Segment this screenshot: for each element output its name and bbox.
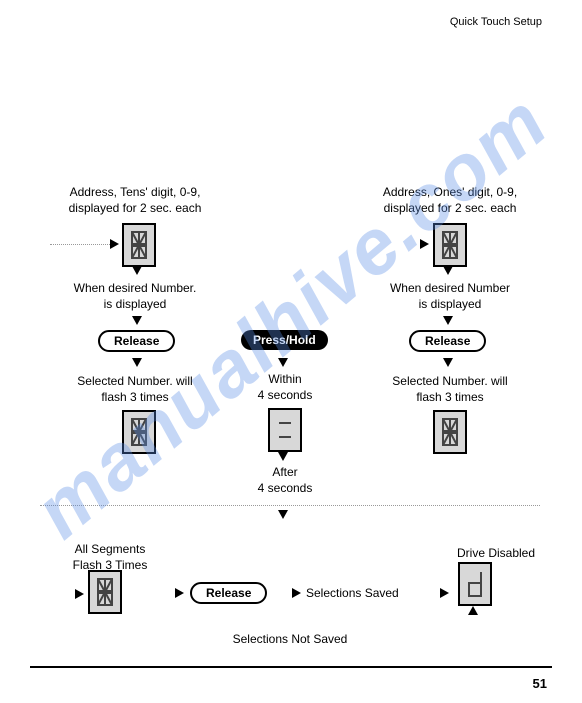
seven-seg-display — [433, 410, 467, 454]
page-number: 51 — [533, 676, 547, 691]
seven-seg-display — [122, 223, 156, 267]
arrow-icon — [443, 266, 453, 275]
right-caption-2: When desired Numberis displayed — [365, 281, 535, 312]
arrow-icon — [132, 358, 142, 367]
right-caption-3: Selected Number. willflash 3 times — [365, 374, 535, 405]
page-header: Quick Touch Setup — [450, 16, 542, 28]
selections-saved: Selections Saved — [306, 586, 426, 602]
arrow-icon — [420, 239, 429, 249]
left-caption-1: Address, Tens' digit, 0-9,displayed for … — [55, 185, 215, 216]
arrow-icon — [75, 589, 84, 599]
dotted-line — [50, 244, 110, 245]
release-button: Release — [98, 330, 175, 352]
drive-disabled-label: Drive Disabled — [446, 546, 546, 562]
footer-rule — [30, 666, 552, 668]
left-caption-3: Selected Number. willflash 3 times — [55, 374, 215, 405]
arrow-icon — [110, 239, 119, 249]
arrow-icon — [440, 588, 449, 598]
release-button: Release — [190, 582, 267, 604]
arrow-icon — [132, 316, 142, 325]
release-button: Release — [409, 330, 486, 352]
center-after: After4 seconds — [240, 465, 330, 496]
arrow-icon — [292, 588, 301, 598]
all-segments-label: All SegmentsFlash 3 Times — [60, 542, 160, 573]
arrow-icon — [443, 358, 453, 367]
arrow-icon — [443, 316, 453, 325]
selections-not-saved: Selections Not Saved — [200, 632, 380, 648]
seven-seg-display — [88, 570, 122, 614]
seven-seg-display — [122, 410, 156, 454]
center-within: Within4 seconds — [240, 372, 330, 403]
dotted-line — [40, 505, 540, 506]
arrow-icon — [175, 588, 184, 598]
seven-seg-display — [433, 223, 467, 267]
arrow-icon — [468, 606, 478, 615]
arrow-icon — [278, 452, 288, 461]
right-caption-1: Address, Ones' digit, 0-9,displayed for … — [365, 185, 535, 216]
seven-seg-display — [268, 408, 302, 452]
press-hold-button: Press/Hold — [241, 330, 328, 350]
arrow-icon — [132, 266, 142, 275]
left-caption-2: When desired Number.is displayed — [55, 281, 215, 312]
seven-seg-display — [458, 562, 492, 606]
arrow-icon — [278, 358, 288, 367]
arrow-icon — [278, 510, 288, 519]
